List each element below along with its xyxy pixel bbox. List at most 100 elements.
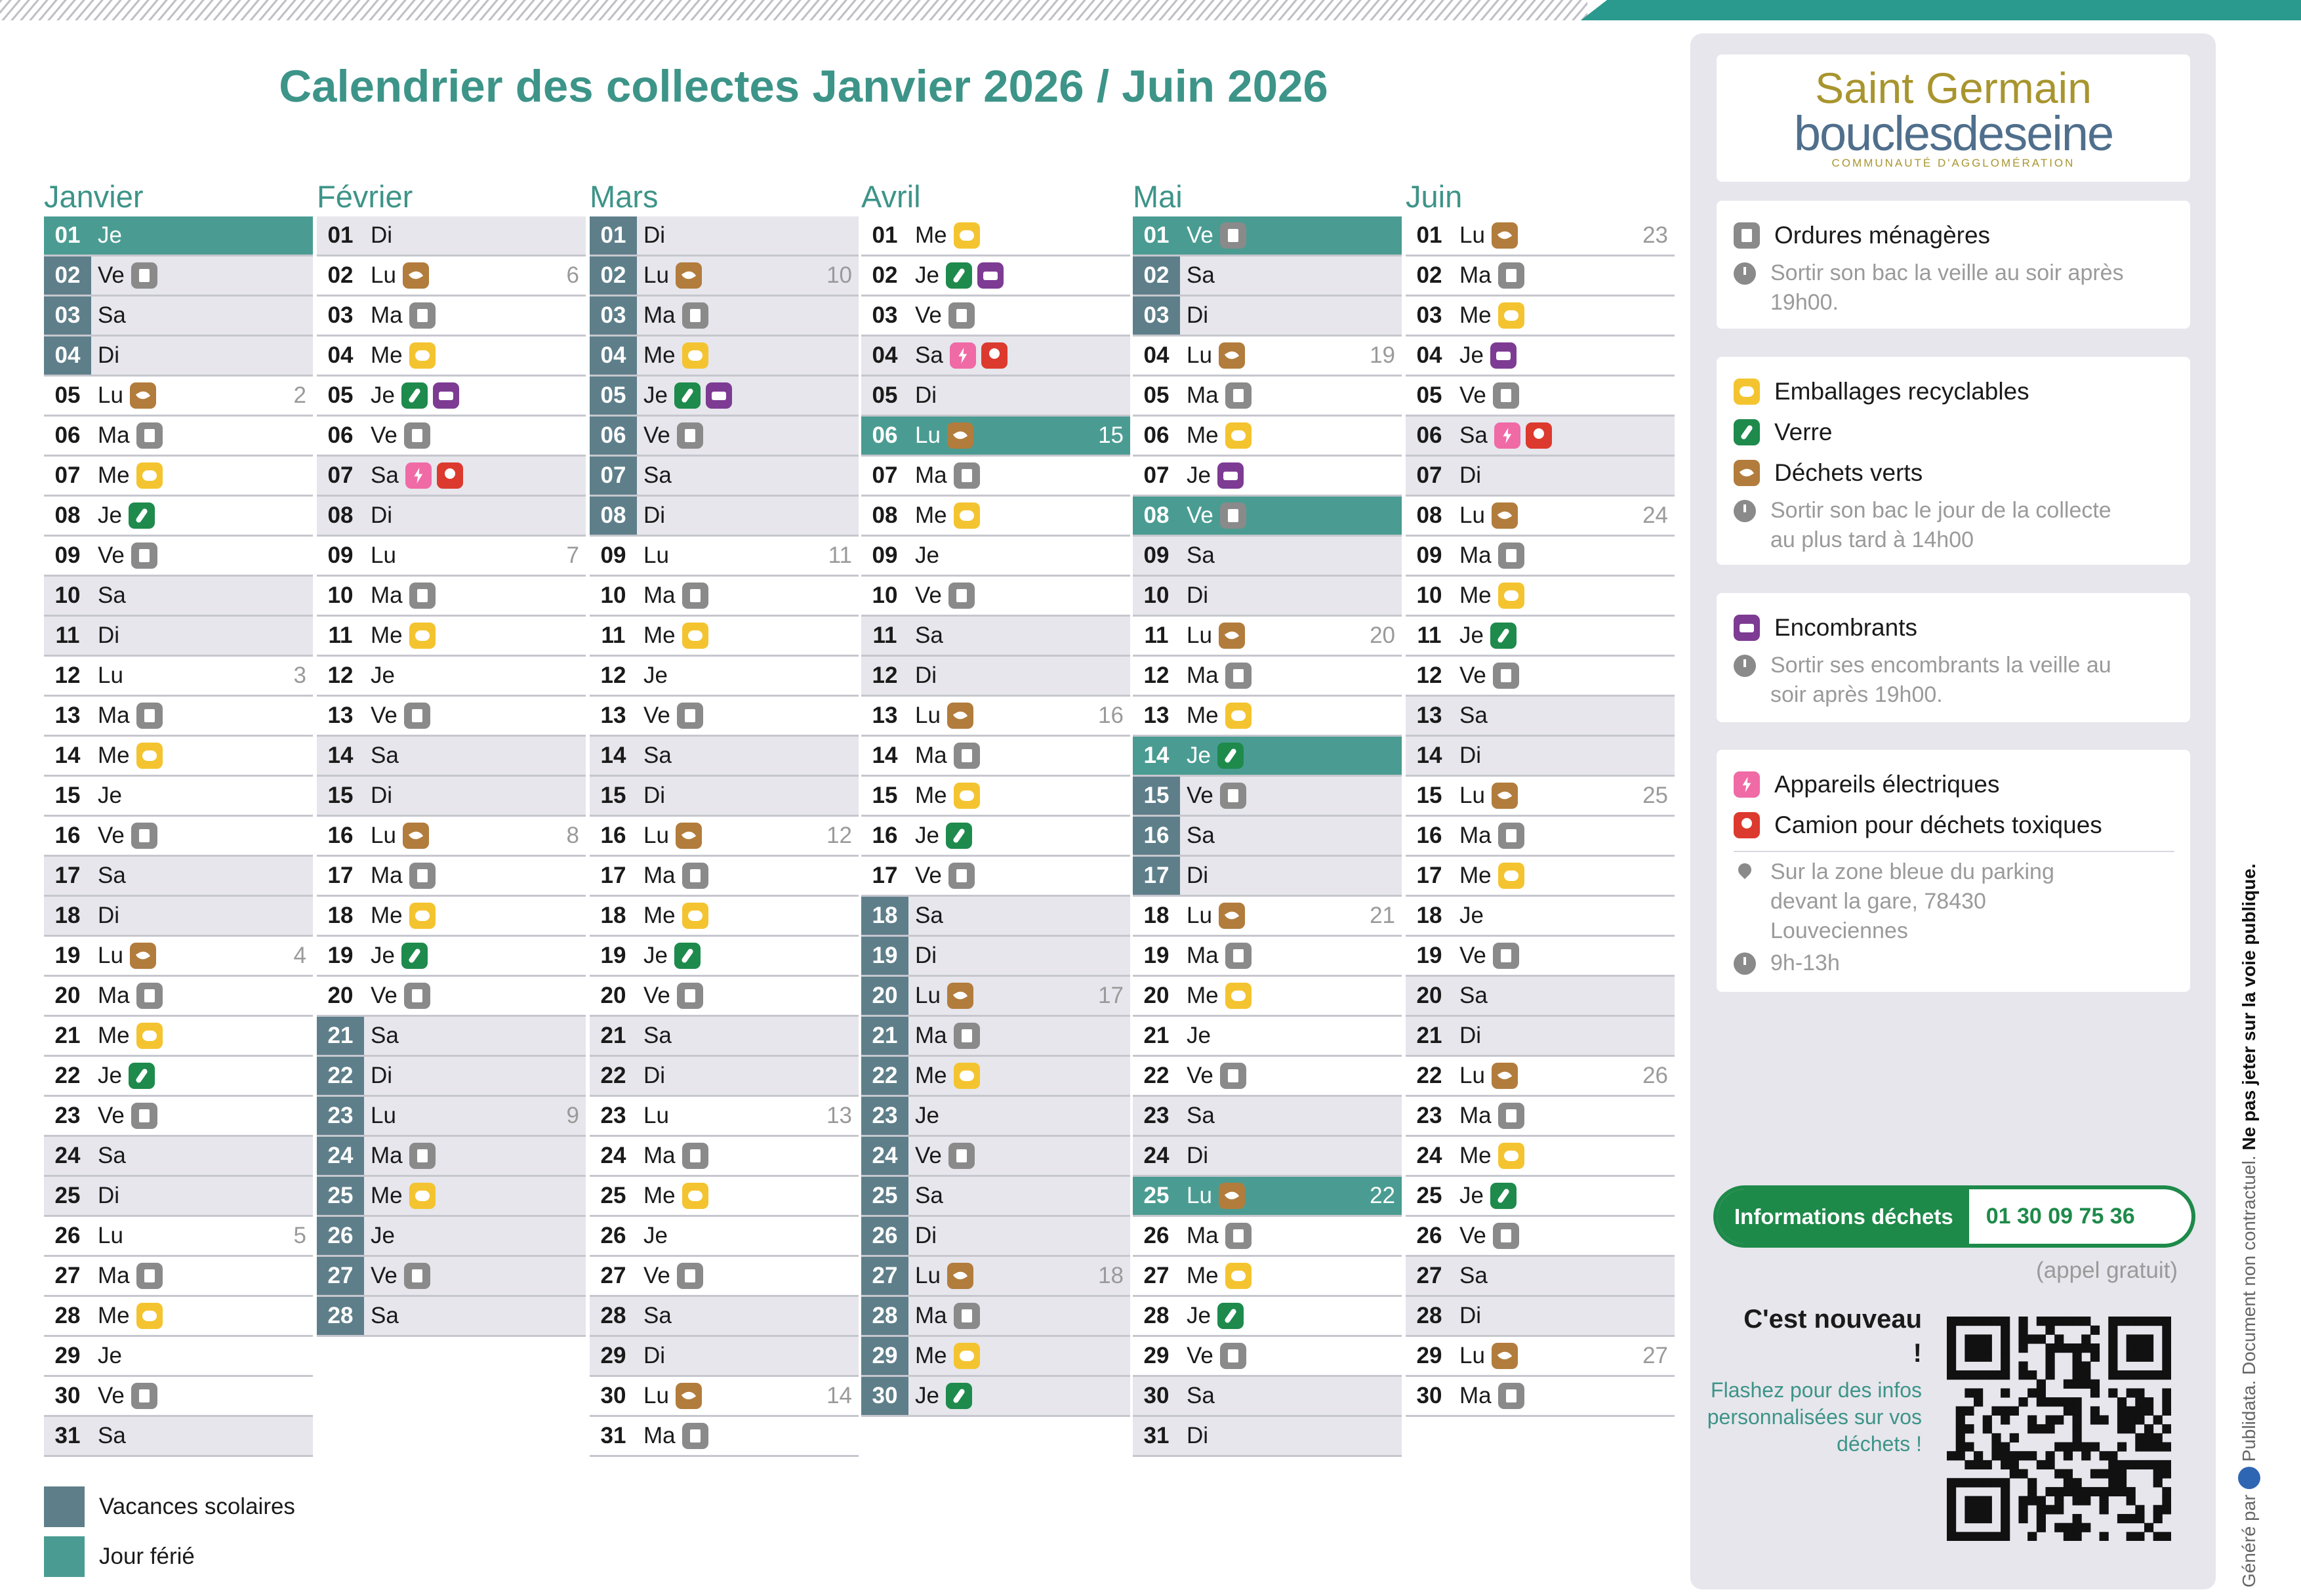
day-number: 17 [1416, 863, 1442, 888]
week-number: 7 [566, 542, 579, 568]
day-row: 28 Di [1406, 1297, 1675, 1337]
qr-module [2126, 1415, 2136, 1425]
day-row: 03 Ve [861, 297, 1130, 337]
legend-item: Vacances scolaires [44, 1486, 295, 1527]
qr-module [2144, 1397, 2154, 1407]
weekday: Lu [371, 262, 396, 288]
day-number: 08 [590, 497, 637, 535]
qr-module [1955, 1451, 1965, 1461]
collect-icon [945, 262, 972, 289]
qr-module [2081, 1334, 2091, 1344]
side-note: Généré par Publidata. Document non contr… [2238, 863, 2260, 1587]
qr-module [2001, 1486, 2010, 1497]
weekday: Me [98, 1023, 130, 1048]
qr-module [1974, 1388, 1984, 1398]
weekday: Di [98, 1183, 120, 1208]
day-number: 07 [872, 462, 898, 488]
weekday: Ve [915, 1143, 942, 1168]
day-number: 06 [1143, 422, 1170, 448]
qr-module [1982, 1478, 1992, 1488]
qr-module [2144, 1424, 2154, 1434]
day-row: 14 Sa [590, 737, 859, 777]
day-number: 05 [54, 382, 81, 408]
day-row: 14 Me [44, 737, 313, 777]
qr-module [2135, 1343, 2145, 1353]
day-row: 14 Di [1406, 737, 1675, 777]
day-number: 25 [861, 1177, 908, 1215]
day-number: 01 [872, 222, 898, 248]
weekday: Sa [98, 583, 126, 608]
qr-module [2144, 1343, 2154, 1353]
qr-module [2126, 1513, 2136, 1524]
collect-icon [1497, 542, 1524, 569]
day-number: 16 [1133, 817, 1180, 855]
day-number: 07 [1143, 462, 1170, 488]
day-number: 20 [54, 983, 81, 1008]
day-row: 26 Di [861, 1217, 1130, 1257]
day-row: 22 Di [317, 1057, 586, 1097]
weekday: Lu [643, 1383, 669, 1408]
qr-module [2072, 1433, 2082, 1443]
qr-module [2001, 1370, 2010, 1380]
day-number: 13 [1143, 703, 1170, 728]
qr-module [2001, 1325, 2010, 1335]
qr-module [2099, 1486, 2109, 1497]
qr-module [1974, 1513, 1984, 1524]
weekday: Ve [98, 1383, 125, 1408]
day-number: 19 [861, 937, 908, 975]
day-row: 15 Je [44, 777, 313, 817]
day-number: 14 [1143, 743, 1170, 768]
hotline-phone[interactable]: 01 30 09 75 36 [1985, 1204, 2135, 1229]
weekday: Di [1459, 462, 1482, 488]
qr-module [2001, 1523, 2010, 1532]
qr-module [2081, 1343, 2091, 1353]
day-number: 12 [1416, 663, 1442, 688]
day-row: 20 Ve [317, 977, 586, 1017]
collect-icon [409, 583, 436, 609]
icon [1734, 419, 1760, 445]
collect-icon [1492, 943, 1519, 969]
day-number: 08 [327, 502, 354, 528]
day-number: 09 [872, 542, 898, 568]
qr-module [1991, 1433, 2001, 1443]
weekday: Ma [1187, 663, 1219, 688]
icon [1734, 771, 1760, 798]
day-row: 11 Di [44, 617, 313, 657]
day-number: 25 [600, 1183, 626, 1208]
qr-module [1991, 1478, 2001, 1488]
qr-code[interactable] [1947, 1317, 2171, 1541]
qr-module [2081, 1442, 2091, 1452]
week-number: 20 [1370, 623, 1395, 648]
collect-icon [682, 1423, 708, 1449]
qr-module [2108, 1370, 2118, 1380]
weekday: Je [1187, 743, 1211, 768]
day-number: 15 [1416, 783, 1442, 808]
day-row: 24 Me [1406, 1137, 1675, 1177]
qr-module [2036, 1334, 2046, 1344]
day-row: 15 Me [861, 777, 1130, 817]
hatch [0, 0, 1587, 20]
icon [1734, 952, 1756, 975]
day-number: 17 [872, 863, 898, 888]
qr-module [2135, 1532, 2145, 1541]
qr-module [2054, 1317, 2064, 1326]
weekday: Sa [915, 903, 943, 928]
qr-module [2072, 1343, 2082, 1353]
week-number: 15 [1098, 422, 1124, 448]
weekday: Di [643, 1343, 666, 1368]
qr-module [1982, 1532, 1992, 1541]
qr-module [2117, 1513, 2127, 1524]
day-number: 07 [1416, 462, 1442, 488]
weekday: Ve [371, 703, 397, 728]
weekday: Sa [1187, 262, 1215, 288]
day-number: 06 [54, 422, 81, 448]
weekday: Me [98, 743, 130, 768]
day-row: 02 Je [861, 256, 1130, 297]
qr-module [1955, 1406, 1965, 1416]
day-row: 27 Lu 18 [861, 1257, 1130, 1297]
day-row: 21 Sa [590, 1017, 859, 1057]
qr-module [2063, 1469, 2073, 1479]
day-number: 18 [600, 903, 626, 928]
collect-icon [1491, 222, 1518, 249]
qr-module [1965, 1352, 1974, 1362]
